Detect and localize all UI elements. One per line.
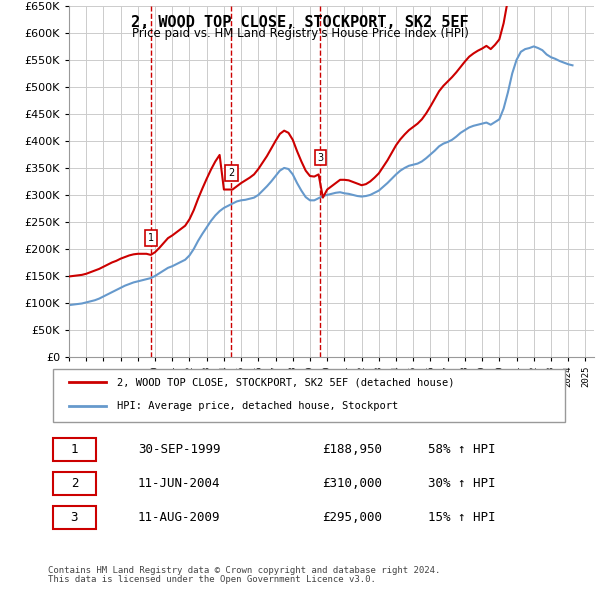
Text: 3: 3 bbox=[317, 153, 323, 162]
FancyBboxPatch shape bbox=[53, 506, 95, 529]
Text: £295,000: £295,000 bbox=[323, 511, 383, 524]
Text: 30% ↑ HPI: 30% ↑ HPI bbox=[428, 477, 496, 490]
Text: 2, WOOD TOP CLOSE, STOCKPORT, SK2 5EF: 2, WOOD TOP CLOSE, STOCKPORT, SK2 5EF bbox=[131, 15, 469, 30]
FancyBboxPatch shape bbox=[53, 438, 95, 461]
Text: HPI: Average price, detached house, Stockport: HPI: Average price, detached house, Stoc… bbox=[116, 401, 398, 411]
Text: Price paid vs. HM Land Registry's House Price Index (HPI): Price paid vs. HM Land Registry's House … bbox=[131, 27, 469, 40]
Text: 58% ↑ HPI: 58% ↑ HPI bbox=[428, 442, 496, 456]
Text: 15% ↑ HPI: 15% ↑ HPI bbox=[428, 511, 496, 524]
Text: £310,000: £310,000 bbox=[323, 477, 383, 490]
Text: 3: 3 bbox=[71, 511, 78, 524]
Text: 1: 1 bbox=[148, 233, 154, 243]
Text: 1: 1 bbox=[71, 442, 78, 456]
FancyBboxPatch shape bbox=[53, 472, 95, 494]
Text: Contains HM Land Registry data © Crown copyright and database right 2024.: Contains HM Land Registry data © Crown c… bbox=[48, 566, 440, 575]
Text: 2: 2 bbox=[71, 477, 78, 490]
Text: 11-AUG-2009: 11-AUG-2009 bbox=[138, 511, 220, 524]
Text: 2, WOOD TOP CLOSE, STOCKPORT, SK2 5EF (detached house): 2, WOOD TOP CLOSE, STOCKPORT, SK2 5EF (d… bbox=[116, 378, 454, 387]
Text: £188,950: £188,950 bbox=[323, 442, 383, 456]
Text: 11-JUN-2004: 11-JUN-2004 bbox=[138, 477, 220, 490]
Text: 30-SEP-1999: 30-SEP-1999 bbox=[138, 442, 220, 456]
FancyBboxPatch shape bbox=[53, 369, 565, 422]
Text: This data is licensed under the Open Government Licence v3.0.: This data is licensed under the Open Gov… bbox=[48, 575, 376, 584]
Text: 2: 2 bbox=[229, 168, 235, 178]
